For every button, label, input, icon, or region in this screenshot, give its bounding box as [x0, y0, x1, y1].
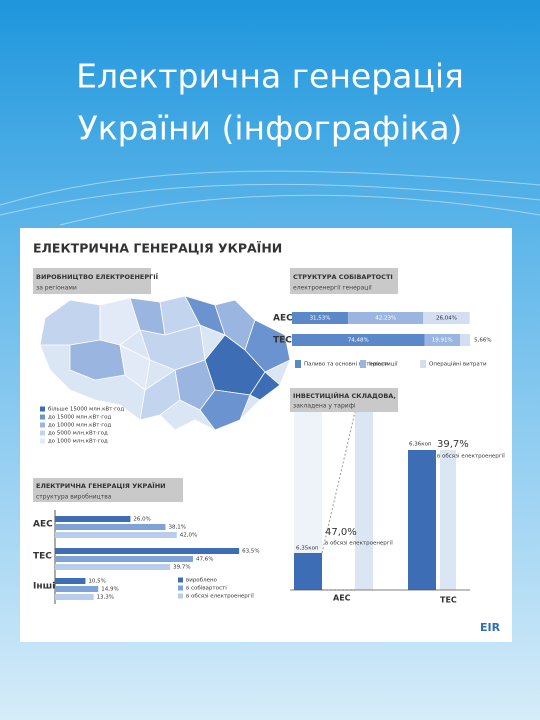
- slide-title: Електрична генерація: [76, 57, 464, 96]
- decor-curves: [0, 170, 540, 226]
- section-subheading: за регіонами: [36, 285, 77, 292]
- section-subheading: закладена у тарифі: [293, 403, 356, 410]
- value-label: 42,0%: [180, 533, 197, 539]
- infographic-title: ЕЛЕКТРИЧНА ГЕНЕРАЦІЯ УКРАЇНИ: [33, 241, 282, 256]
- investment-label: АЕС: [333, 594, 351, 603]
- value-label: 26,04%: [436, 316, 457, 322]
- value-label: 14,9%: [101, 587, 118, 593]
- bar: [55, 556, 194, 562]
- bar-segment: [423, 312, 470, 324]
- legend-icon: [295, 360, 301, 368]
- section-header: [290, 388, 398, 412]
- legend-swatch: [178, 593, 183, 599]
- category-label: ТЕС: [273, 336, 292, 346]
- investment-share: 39,7%: [437, 439, 469, 450]
- value-label: 42,23%: [375, 316, 396, 322]
- value-label: 26,0%: [133, 517, 150, 523]
- investment-share: 47,0%: [325, 527, 357, 538]
- investment-note: в обсязі електроенергії: [325, 541, 393, 547]
- bar: [55, 586, 99, 592]
- section-subheading: електроенергії генерації: [293, 285, 372, 292]
- value-label: 19,91%: [432, 338, 453, 344]
- legend-label: Операційні витрати: [429, 361, 487, 368]
- section-heading: ІНВЕСТИЦІЙНА СКЛАДОВА,: [293, 391, 396, 400]
- map: [39, 295, 291, 431]
- bar: [55, 548, 240, 554]
- investment-graphic: [290, 411, 470, 591]
- legend-label: вироблено: [186, 578, 218, 584]
- legend-label: Інвестиції: [369, 362, 398, 368]
- value-label: 47,6%: [196, 557, 213, 563]
- slide-title: України (інфографіка): [78, 109, 463, 148]
- legend-swatch: [40, 414, 45, 420]
- section-heading: ВИРОБНИЦТВО ЕЛЕКТРОЕНЕРГІЇ: [36, 272, 159, 281]
- investment-label: ТЕС: [440, 596, 457, 605]
- legend-icon: [420, 360, 426, 368]
- investment-amount: 6,35коп: [296, 546, 319, 552]
- section-header: [33, 478, 183, 502]
- bar-segment: [348, 312, 424, 324]
- legend-swatch: [40, 406, 45, 412]
- legend-swatch: [40, 438, 45, 444]
- investment-amount: 6,36коп: [409, 442, 432, 448]
- section-heading: ЕЛЕКТРИЧНА ГЕНЕРАЦІЯ УКРАЇНИ: [36, 481, 166, 490]
- legend-label: в собівартості: [186, 586, 227, 592]
- logo: EIR: [480, 621, 501, 634]
- legend-label: в обсязі електроенергії: [186, 594, 254, 600]
- investment-note: в обсязі електроенергії: [437, 454, 505, 460]
- value-label: 39,7%: [173, 565, 190, 571]
- section-heading: СТРУКТУРА СОБІВАРТОСТІ: [293, 273, 393, 281]
- section-header: [290, 268, 398, 294]
- legend-label: більше 15000 млн.кВт·год: [48, 407, 124, 413]
- bar-segment: [424, 334, 461, 346]
- value-label: 13,3%: [97, 595, 114, 601]
- bar: [55, 524, 166, 530]
- category-label: АЕС: [33, 520, 53, 530]
- bar: [55, 564, 171, 570]
- value-label: 63,5%: [242, 549, 259, 555]
- section-subheading: структура виробництва: [36, 494, 112, 501]
- value-label: 74,48%: [348, 338, 369, 344]
- category-label: ТЕС: [33, 552, 52, 562]
- bar: [55, 578, 86, 584]
- legend-swatch: [40, 430, 45, 436]
- legend-label: до 1000 млн.кВт·год: [48, 439, 108, 445]
- bar-segment: [460, 334, 471, 346]
- value-label: 5,66%: [474, 338, 491, 344]
- category-label: АЕС: [273, 314, 293, 324]
- legend-swatch: [40, 422, 45, 428]
- legend-swatch: [178, 585, 183, 591]
- value-label: 31,53%: [310, 316, 331, 322]
- legend-swatch: [178, 577, 183, 583]
- section-header: [33, 268, 151, 294]
- legend-label: до 10000 млн.кВт·год: [48, 423, 111, 429]
- bar: [55, 532, 177, 538]
- value-label: 10,5%: [88, 579, 105, 585]
- bar-segment: [292, 312, 349, 324]
- legend-label: до 5000 млн.кВт·год: [48, 431, 108, 437]
- legend-label: Паливо та основні матеріали: [304, 362, 389, 368]
- bar: [55, 516, 131, 522]
- bar-segment: [292, 334, 425, 346]
- value-label: 38,1%: [168, 525, 185, 531]
- legend-icon: [360, 360, 366, 368]
- bar: [55, 594, 94, 600]
- legend-label: до 15000 млн.кВт·год: [48, 415, 111, 421]
- category-label: Інші: [33, 581, 55, 592]
